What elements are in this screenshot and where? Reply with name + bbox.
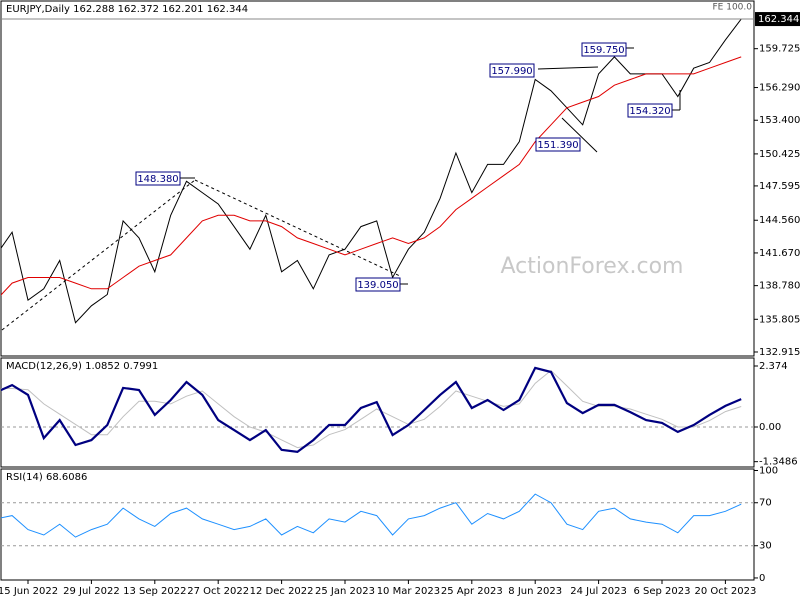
series-line bbox=[1, 493, 742, 538]
price-marker-box bbox=[581, 42, 627, 57]
watermark: ActionForex.com bbox=[501, 254, 684, 279]
rsi-title: RSI(14) 68.6086 bbox=[6, 472, 87, 483]
y-tick-label: 141.670 bbox=[759, 248, 800, 259]
x-tick-label: 6 Sep 2023 bbox=[633, 586, 690, 597]
x-tick-label: 24 Jul 2023 bbox=[570, 586, 627, 597]
x-tick-label: 27 Oct 2022 bbox=[187, 586, 249, 597]
price-marker-box bbox=[355, 277, 401, 292]
x-tick-label: 29 Jul 2022 bbox=[63, 586, 120, 597]
price-marker-label: 148.380 bbox=[137, 174, 178, 185]
y-tick-label: 2.374 bbox=[759, 361, 788, 372]
price-marker-box bbox=[135, 171, 181, 186]
price-marker-label: 159.750 bbox=[583, 45, 624, 56]
x-tick-label: 25 Jan 2023 bbox=[315, 586, 375, 597]
y-tick-label: 30 bbox=[759, 541, 772, 552]
price-marker-box bbox=[489, 63, 535, 78]
price-marker-label: 139.050 bbox=[357, 280, 398, 291]
series-line bbox=[1, 56, 742, 296]
y-tick-label: 100 bbox=[759, 466, 778, 477]
panel-frame bbox=[0, 0, 755, 357]
macd-title: MACD(12,26,9) 1.0852 0.7991 bbox=[6, 361, 158, 372]
trend-line bbox=[561, 117, 598, 153]
y-tick-label: 153.400 bbox=[759, 115, 800, 126]
price-marker-box bbox=[535, 137, 581, 152]
y-tick-label: 0.00 bbox=[759, 422, 781, 433]
price-marker-label: 151.390 bbox=[537, 140, 578, 151]
y-tick-label: -1.3486 bbox=[759, 457, 798, 468]
x-tick-label: 10 Mar 2023 bbox=[377, 586, 440, 597]
x-tick-label: 12 Dec 2022 bbox=[250, 586, 314, 597]
panel-frame bbox=[0, 357, 755, 468]
y-tick-label: 70 bbox=[759, 498, 772, 509]
chart-title: EURJPY,Daily 162.288 162.372 162.201 162… bbox=[6, 4, 248, 15]
x-tick-label: 25 Apr 2023 bbox=[441, 586, 503, 597]
last-price-label: 162.344 bbox=[758, 14, 799, 25]
panel-frame bbox=[0, 468, 755, 581]
series-line bbox=[1, 366, 742, 454]
trend-line bbox=[537, 66, 599, 70]
trend-line bbox=[194, 179, 401, 277]
trend-line bbox=[1, 179, 196, 331]
price-marker-label: 154.320 bbox=[629, 106, 670, 117]
y-tick-label: 156.290 bbox=[759, 83, 800, 94]
x-tick-label: 8 Jun 2023 bbox=[508, 586, 562, 597]
y-tick-label: 135.805 bbox=[759, 314, 800, 325]
y-tick-label: 0 bbox=[759, 573, 765, 584]
y-tick-label: 132.915 bbox=[759, 347, 800, 358]
x-tick-label: 20 Oct 2023 bbox=[694, 586, 756, 597]
last-price-tag bbox=[755, 12, 800, 27]
series-line bbox=[1, 18, 742, 324]
x-tick-label: 13 Sep 2022 bbox=[123, 586, 186, 597]
fe-label: FE 100.0 bbox=[713, 3, 753, 13]
price-marker-box bbox=[627, 103, 673, 118]
x-tick-label: 15 Jun 2022 bbox=[0, 586, 58, 597]
price-marker-label: 157.990 bbox=[491, 66, 532, 77]
y-tick-label: 147.595 bbox=[759, 181, 800, 192]
y-tick-label: 144.560 bbox=[759, 215, 800, 226]
y-tick-label: 138.780 bbox=[759, 281, 800, 292]
y-tick-label: 150.425 bbox=[759, 149, 800, 160]
y-tick-label: 159.725 bbox=[759, 44, 800, 55]
